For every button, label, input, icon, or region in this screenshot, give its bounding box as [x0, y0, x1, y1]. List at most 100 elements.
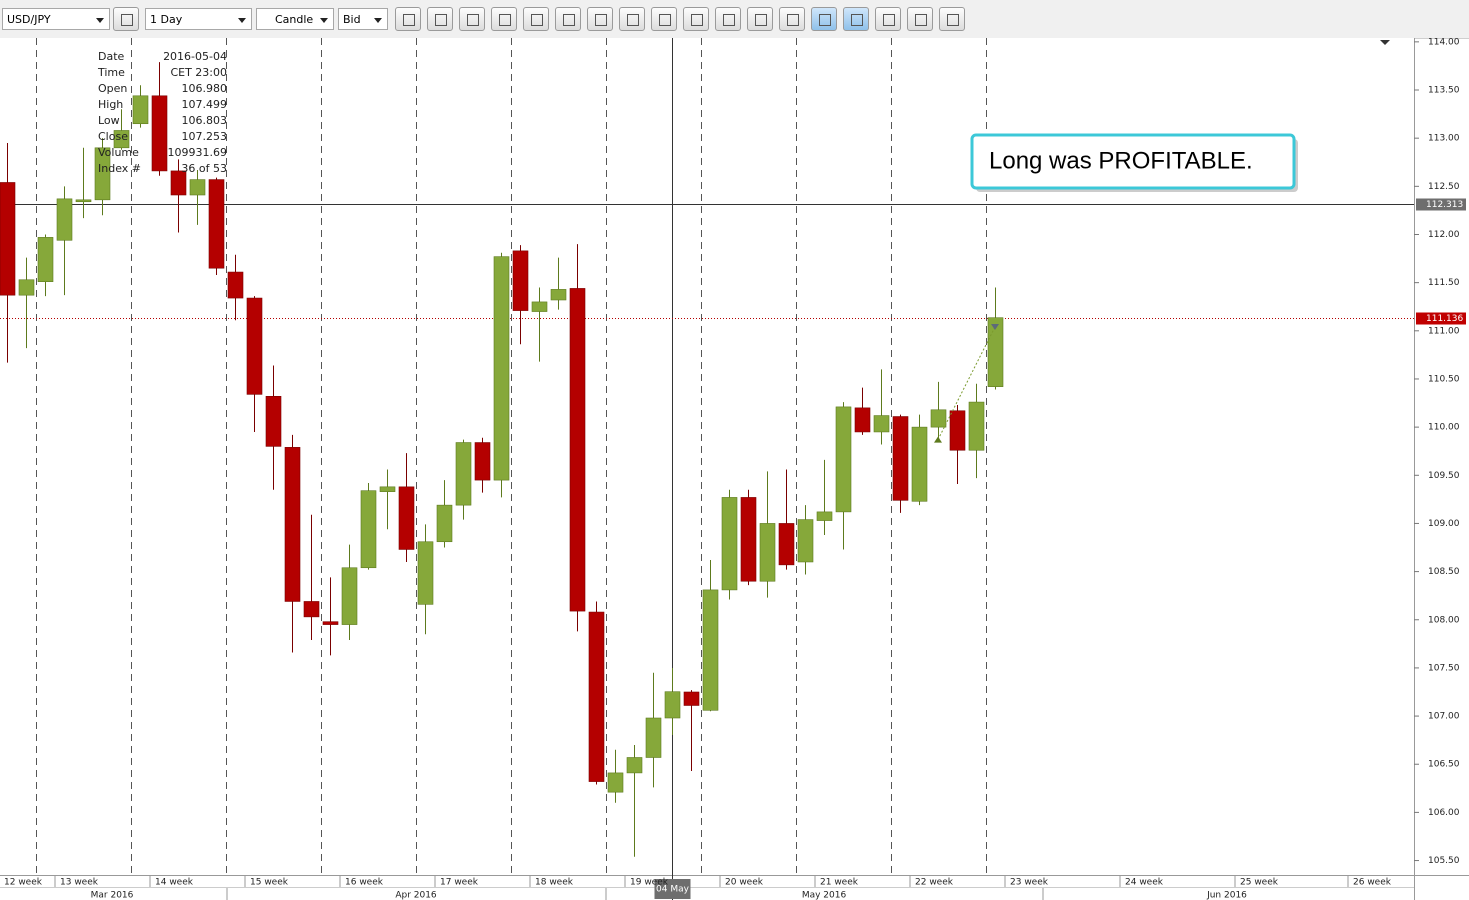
month-label: Jun 2016 [1206, 891, 1247, 900]
tool-button[interactable] [843, 7, 869, 31]
candle-body [56, 198, 73, 241]
last-price-box [1416, 312, 1466, 325]
week-label: 16 week [345, 878, 384, 888]
data-window-label: High [98, 98, 123, 111]
month-label: Apr 2016 [395, 891, 437, 900]
candle-body [873, 415, 890, 433]
tool-button[interactable] [587, 7, 613, 31]
candle-body [474, 442, 491, 481]
week-label: 24 week [1125, 878, 1164, 888]
candle-body [835, 406, 852, 513]
candle-body [436, 504, 453, 543]
tool-button[interactable] [555, 7, 581, 31]
tool-button[interactable] [427, 7, 453, 31]
data-window-label: Index # [98, 162, 141, 175]
week-label: 18 week [535, 878, 574, 888]
style-select[interactable]: Candle [256, 8, 334, 30]
candle-body [892, 416, 909, 501]
candle-body [588, 611, 605, 782]
data-window-value: CET 23:00 [170, 66, 227, 79]
y-tick-label: 105.50 [1428, 856, 1460, 866]
candle-body [930, 409, 947, 428]
crosshair-date-label: 04 May [656, 885, 690, 895]
tool-button[interactable] [747, 7, 773, 31]
tool-button[interactable] [939, 7, 965, 31]
data-window-value: 107.253 [182, 130, 228, 143]
week-label: 26 week [1353, 878, 1392, 888]
data-window-label: Date [98, 50, 125, 63]
candle-body [18, 279, 35, 296]
tool-button[interactable] [683, 7, 709, 31]
week-label: 12 week [4, 878, 43, 888]
y-tick-label: 111.00 [1428, 326, 1460, 336]
candle-body [645, 717, 662, 758]
tool-button[interactable] [395, 7, 421, 31]
candle-body [322, 621, 339, 625]
y-tick-label: 107.50 [1428, 663, 1460, 673]
trade-link [937, 326, 996, 440]
data-window-label: Low [98, 114, 120, 127]
candle-body [75, 199, 92, 203]
candle-body [455, 442, 472, 506]
symbol-select[interactable]: USD/JPY [2, 8, 110, 30]
candle-body [284, 447, 301, 602]
candle-body [113, 130, 130, 149]
data-window-label: Close [98, 130, 128, 143]
candle-body [132, 95, 149, 125]
week-label: 21 week [820, 878, 859, 888]
candle-body [740, 497, 757, 582]
collapse-arrow[interactable] [1380, 40, 1390, 45]
candle-body [968, 401, 985, 451]
data-window-label: Time [97, 66, 125, 79]
candle-body [208, 179, 225, 269]
y-tick-label: 112.50 [1428, 182, 1460, 192]
y-tick-label: 110.50 [1428, 374, 1460, 384]
tool-button[interactable] [491, 7, 517, 31]
candle-body [360, 490, 377, 569]
week-label: 19 week [630, 878, 669, 888]
y-tick-label: 113.00 [1428, 134, 1460, 144]
week-label: 20 week [725, 878, 764, 888]
data-window-value: 106.980 [182, 82, 228, 95]
last-price-label: 111.136 [1426, 314, 1463, 324]
crosshair-price-label: 112.313 [1426, 200, 1463, 210]
candle-body [569, 288, 586, 612]
data-window-label: Open [98, 82, 127, 95]
candle-body [778, 523, 795, 566]
candle-body [341, 567, 358, 625]
candle-body [721, 497, 738, 591]
candle-body [949, 410, 966, 451]
candle-body [37, 237, 54, 282]
period-select[interactable]: 1 Day [145, 8, 252, 30]
tool-button[interactable] [619, 7, 645, 31]
tool-button[interactable] [779, 7, 805, 31]
tool-button[interactable] [907, 7, 933, 31]
week-label: 14 week [155, 878, 194, 888]
y-tick-label: 108.00 [1428, 615, 1460, 625]
y-tick-label: 111.50 [1428, 278, 1460, 288]
crosshair-price-box [1416, 198, 1466, 211]
y-tick-label: 108.50 [1428, 567, 1460, 577]
tool-button[interactable] [715, 7, 741, 31]
candle-body [512, 250, 529, 311]
data-window-label: Volume [98, 146, 139, 159]
candle-body [607, 772, 624, 793]
y-tick-label: 112.00 [1428, 230, 1460, 240]
annotation-text: Long was PROFITABLE. [989, 147, 1253, 174]
tool-button[interactable] [811, 7, 837, 31]
tool-button[interactable] [459, 7, 485, 31]
tool-button[interactable] [651, 7, 677, 31]
candle-body [683, 691, 700, 706]
candle-body [702, 589, 719, 711]
week-label: 17 week [440, 878, 479, 888]
data-window-value: 109931.69 [168, 146, 228, 159]
tool-button[interactable] [523, 7, 549, 31]
candle-body [550, 289, 567, 301]
tool-button[interactable] [875, 7, 901, 31]
candle-body [854, 407, 871, 433]
candle-body [398, 486, 415, 550]
candle-body [664, 691, 681, 719]
side-select[interactable]: Bid [338, 8, 388, 30]
tool-button[interactable] [113, 7, 139, 31]
